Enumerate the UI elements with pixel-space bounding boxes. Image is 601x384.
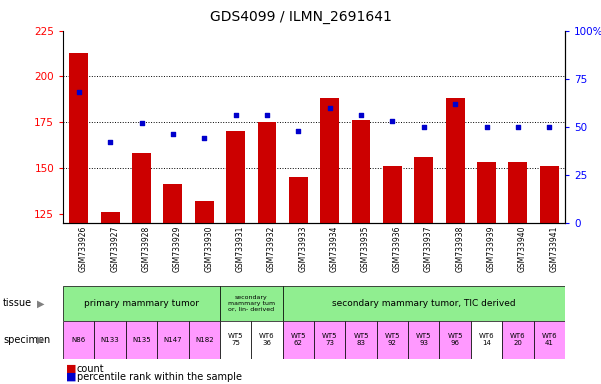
Text: GSM733927: GSM733927 <box>110 226 119 272</box>
Text: GSM733934: GSM733934 <box>330 226 339 272</box>
Text: WT5
62: WT5 62 <box>291 333 306 346</box>
Bar <box>439 321 471 359</box>
Point <box>356 112 366 118</box>
Text: GSM733930: GSM733930 <box>204 226 213 272</box>
Bar <box>251 321 282 359</box>
Bar <box>471 321 502 359</box>
Point <box>168 131 178 137</box>
Text: specimen: specimen <box>3 335 50 345</box>
Text: GSM733926: GSM733926 <box>79 226 88 272</box>
Bar <box>163 184 182 223</box>
Text: GSM733941: GSM733941 <box>549 226 558 272</box>
Bar <box>282 286 565 321</box>
Bar <box>189 321 220 359</box>
Point <box>293 127 303 134</box>
Point <box>325 104 335 111</box>
Point <box>450 101 460 107</box>
Point <box>513 124 523 130</box>
Bar <box>126 321 157 359</box>
Text: count: count <box>77 364 105 374</box>
Bar <box>101 212 120 223</box>
Text: GSM733929: GSM733929 <box>173 226 182 272</box>
Bar <box>477 162 496 223</box>
Point <box>74 89 84 95</box>
Bar <box>157 321 189 359</box>
Bar <box>508 162 527 223</box>
Text: WT6
14: WT6 14 <box>479 333 495 346</box>
Text: N147: N147 <box>163 337 182 343</box>
Bar <box>220 321 251 359</box>
Bar <box>352 120 370 223</box>
Text: GSM733938: GSM733938 <box>455 226 464 272</box>
Point <box>231 112 240 118</box>
Text: primary mammary tumor: primary mammary tumor <box>84 299 199 308</box>
Bar <box>282 321 314 359</box>
Text: GSM733939: GSM733939 <box>487 226 496 272</box>
Text: GDS4099 / ILMN_2691641: GDS4099 / ILMN_2691641 <box>210 10 391 23</box>
Text: N182: N182 <box>195 337 213 343</box>
Text: ■: ■ <box>66 372 76 382</box>
Bar <box>534 321 565 359</box>
Point <box>388 118 397 124</box>
Point <box>482 124 492 130</box>
Text: N135: N135 <box>132 337 151 343</box>
Text: WT6
36: WT6 36 <box>259 333 275 346</box>
Text: WT5
93: WT5 93 <box>416 333 432 346</box>
Bar <box>383 166 402 223</box>
Bar <box>408 321 439 359</box>
Text: WT5
73: WT5 73 <box>322 333 337 346</box>
Text: secondary
mammary tum
or, lin- derived: secondary mammary tum or, lin- derived <box>228 295 275 312</box>
Bar <box>258 122 276 223</box>
Bar <box>63 286 220 321</box>
Text: WT5
83: WT5 83 <box>353 333 369 346</box>
Text: ■: ■ <box>66 364 76 374</box>
Bar <box>377 321 408 359</box>
Bar <box>220 286 282 321</box>
Text: WT5
96: WT5 96 <box>447 333 463 346</box>
Bar <box>132 153 151 223</box>
Bar <box>289 177 308 223</box>
Text: N86: N86 <box>72 337 86 343</box>
Text: N133: N133 <box>101 337 120 343</box>
Bar <box>94 321 126 359</box>
Bar <box>540 166 559 223</box>
Point <box>262 112 272 118</box>
Text: secondary mammary tumor, TIC derived: secondary mammary tumor, TIC derived <box>332 299 516 308</box>
Text: WT5
75: WT5 75 <box>228 333 243 346</box>
Bar <box>346 321 377 359</box>
Bar <box>195 201 213 223</box>
Bar <box>63 321 94 359</box>
Bar <box>414 157 433 223</box>
Bar <box>314 321 346 359</box>
Text: GSM733933: GSM733933 <box>298 226 307 272</box>
Bar <box>446 98 465 223</box>
Text: ▶: ▶ <box>37 335 44 345</box>
Point <box>200 135 209 141</box>
Text: GSM733932: GSM733932 <box>267 226 276 272</box>
Text: WT5
92: WT5 92 <box>385 333 400 346</box>
Text: GSM733931: GSM733931 <box>236 226 245 272</box>
Point <box>419 124 429 130</box>
Bar <box>320 98 339 223</box>
Text: tissue: tissue <box>3 298 32 308</box>
Bar <box>226 131 245 223</box>
Text: GSM733935: GSM733935 <box>361 226 370 272</box>
Point <box>136 120 146 126</box>
Bar <box>69 53 88 223</box>
Point <box>545 124 554 130</box>
Text: GSM733936: GSM733936 <box>392 226 401 272</box>
Text: WT6
41: WT6 41 <box>542 333 557 346</box>
Text: WT6
20: WT6 20 <box>510 333 526 346</box>
Text: GSM733937: GSM733937 <box>424 226 433 272</box>
Point <box>105 139 115 145</box>
Text: GSM733928: GSM733928 <box>141 226 150 272</box>
Text: GSM733940: GSM733940 <box>518 226 527 272</box>
Bar <box>502 321 534 359</box>
Text: percentile rank within the sample: percentile rank within the sample <box>77 372 242 382</box>
Text: ▶: ▶ <box>37 298 44 308</box>
